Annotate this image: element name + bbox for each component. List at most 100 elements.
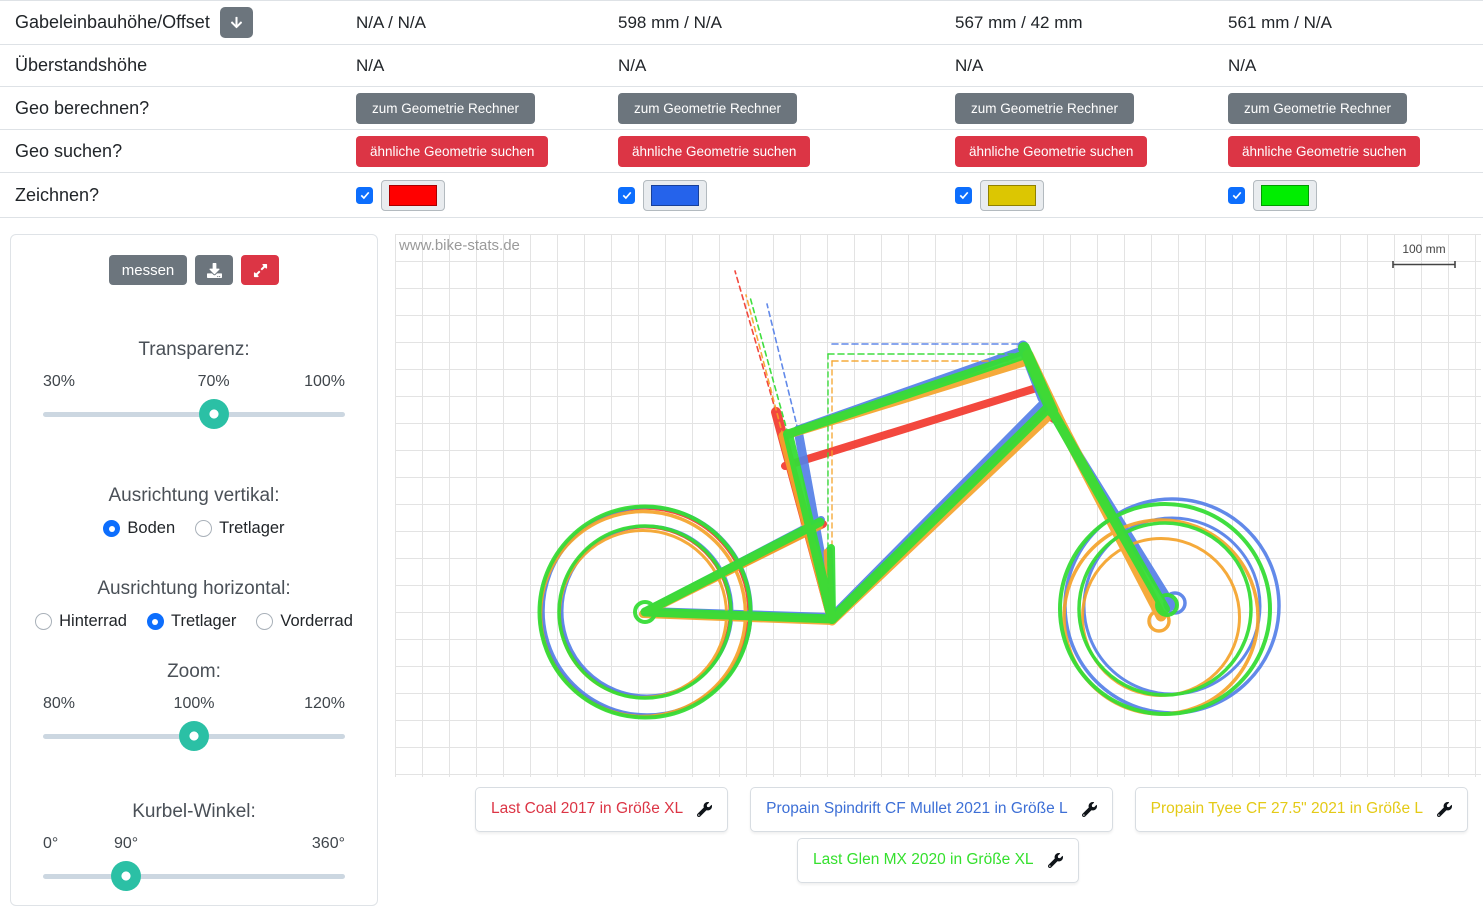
row-label-draw: Zeichnen? xyxy=(15,184,100,205)
standover-value-1: N/A xyxy=(356,55,385,75)
transparency-slider-track[interactable] xyxy=(43,399,345,429)
draw-checkbox-3[interactable] xyxy=(955,186,972,204)
radio-tretlager-v-label: Tretlager xyxy=(219,519,285,537)
bike-card-spindrift: Propain Spindrift CF Mullet 2021 in Größ… xyxy=(750,787,1113,832)
radio-option-hinterrad[interactable]: Hinterrad xyxy=(35,612,127,631)
radio-hinterrad-label: Hinterrad xyxy=(59,612,127,630)
radio-option-vorderrad[interactable]: Vorderrad xyxy=(256,612,353,631)
draw-cell-2 xyxy=(618,179,955,211)
scale-bar-icon xyxy=(1392,261,1456,268)
row-label-standover: Überstandshöhe xyxy=(15,55,148,75)
radio-boden-label: Boden xyxy=(127,519,176,537)
bike-card-glen: Last Glen MX 2020 in Größe XL xyxy=(797,838,1079,883)
expand-icon xyxy=(253,263,267,277)
wrench-icon[interactable] xyxy=(1081,801,1097,817)
crank-angle-slider-track[interactable] xyxy=(43,861,345,891)
color-swatch-button-2[interactable] xyxy=(643,179,707,211)
draw-checkbox-2[interactable] xyxy=(618,186,635,204)
zoom-slider-handle[interactable] xyxy=(179,721,209,751)
transparency-max-label: 100% xyxy=(304,373,345,390)
fork-height-value-1: N/A / N/A xyxy=(356,12,426,32)
arrow-down-icon xyxy=(230,16,242,29)
horizontal-align-radios: Hinterrad Tretlager Vorderrad xyxy=(11,612,377,631)
geo-search-button-1[interactable]: ähnliche Geometrie suchen xyxy=(356,135,549,167)
drawing-canvas[interactable]: www.bike-stats.de 100 mm xyxy=(395,234,1481,777)
wrench-icon[interactable] xyxy=(1437,801,1452,817)
color-swatch-button-4[interactable] xyxy=(1253,179,1317,211)
geo-calc-button-1[interactable]: zum Geometrie Rechner xyxy=(356,92,536,124)
bike-card-last-coal: Last Coal 2017 in Größe XL xyxy=(475,787,729,832)
crank-angle-slider-labels: 0° 90° 360° xyxy=(43,835,345,855)
slider-track-line xyxy=(43,874,345,879)
transparency-title: Transparenz: xyxy=(138,339,250,360)
check-icon xyxy=(959,191,968,200)
zoom-slider: 80% 100% 120% xyxy=(43,695,345,751)
radio-option-tretlager-v[interactable]: Tretlager xyxy=(195,519,285,538)
crank-min-label: 0° xyxy=(43,835,59,852)
row-label-fork-height: Gabeleinbauhöhe/Offset xyxy=(0,7,356,38)
color-swatch-blue xyxy=(651,184,699,206)
transparency-slider-labels: 30% 70% 100% xyxy=(43,373,345,393)
bike-labels-row-2: Last Glen MX 2020 in Größe XL xyxy=(395,838,1483,883)
fullscreen-button[interactable] xyxy=(241,255,280,285)
fork-height-value-3: 567 mm / 42 mm xyxy=(955,12,1083,32)
radio-boden[interactable] xyxy=(103,520,121,537)
bike-geometry-drawing xyxy=(537,270,1281,720)
transparency-slider: 30% 70% 100% xyxy=(43,373,345,429)
radio-hinterrad[interactable] xyxy=(35,613,53,630)
wrench-icon[interactable] xyxy=(697,801,713,817)
geo-search-button-2[interactable]: ähnliche Geometrie suchen xyxy=(618,135,811,167)
color-swatch-button-1[interactable] xyxy=(381,179,445,211)
radio-option-boden[interactable]: Boden xyxy=(103,519,175,538)
measure-button[interactable]: messen xyxy=(108,255,188,285)
row-label-text: Gabeleinbauhöhe/Offset xyxy=(15,12,210,32)
bike-card-tyee: Propain Tyee CF 27.5" 2021 in Größe L xyxy=(1134,787,1468,832)
standover-value-3: N/A xyxy=(955,55,984,75)
crank-angle-slider: 0° 90° 360° xyxy=(43,835,345,891)
row-label-geo-calc: Geo berechnen? xyxy=(15,97,150,118)
wrench-icon[interactable] xyxy=(1047,852,1063,868)
crank-max-label: 360° xyxy=(311,835,345,852)
zoom-title: Zoom: xyxy=(167,661,221,682)
fork-height-value-4: 561 mm / N/A xyxy=(1228,12,1332,32)
draw-checkbox-4[interactable] xyxy=(1228,186,1245,204)
geo-search-button-3[interactable]: ähnliche Geometrie suchen xyxy=(955,135,1148,167)
crank-angle-slider-handle[interactable] xyxy=(111,861,142,891)
crank-angle-title: Kurbel-Winkel: xyxy=(132,801,256,822)
watermark: www.bike-stats.de xyxy=(399,237,520,254)
panel-toolbar: messen xyxy=(11,255,377,285)
standover-value-2: N/A xyxy=(618,55,647,75)
radio-vorderrad[interactable] xyxy=(256,613,274,630)
radio-tretlager-h[interactable] xyxy=(146,613,164,630)
check-icon xyxy=(622,191,631,200)
vertical-align-radios: Boden Tretlager xyxy=(11,519,377,538)
row-label-geo-search: Geo suchen? xyxy=(15,140,123,161)
drawing-controls-panel: messen Transparenz: 30% 70% 100% Ausrich… xyxy=(10,234,378,906)
table-row-standover: Überstandshöhe N/A N/A N/A N/A xyxy=(0,45,1483,87)
geo-search-button-4[interactable]: ähnliche Geometrie suchen xyxy=(1228,135,1421,167)
radio-vorderrad-label: Vorderrad xyxy=(280,612,353,630)
zoom-min-label: 80% xyxy=(43,695,76,712)
color-swatch-button-3[interactable] xyxy=(980,179,1044,211)
bike-labels-row-1: Last Coal 2017 in Größe XL Propain Spind… xyxy=(395,787,1483,832)
draw-checkbox-1[interactable] xyxy=(356,186,373,204)
color-swatch-yellow xyxy=(988,184,1036,206)
geo-calc-button-2[interactable]: zum Geometrie Rechner xyxy=(618,92,798,124)
check-icon xyxy=(360,191,369,200)
table-row-fork-height: Gabeleinbauhöhe/Offset N/A / N/A 598 mm … xyxy=(0,1,1483,45)
radio-option-tretlager-h[interactable]: Tretlager xyxy=(146,612,237,631)
sort-arrow-down-button[interactable] xyxy=(219,7,253,38)
zoom-current-label: 100% xyxy=(173,695,215,712)
download-button[interactable] xyxy=(195,255,234,285)
radio-tretlager-h-label: Tretlager xyxy=(170,612,237,630)
zoom-slider-track[interactable] xyxy=(43,721,345,751)
geo-calc-button-4[interactable]: zum Geometrie Rechner xyxy=(1228,92,1408,124)
radio-tretlager-v[interactable] xyxy=(195,520,213,537)
download-icon xyxy=(206,262,222,278)
bike-name-last-coal: Last Coal 2017 in Größe XL xyxy=(491,800,684,817)
table-row-draw: Zeichnen? xyxy=(0,173,1483,218)
fork-height-value-2: 598 mm / N/A xyxy=(618,12,722,32)
geo-calc-button-3[interactable]: zum Geometrie Rechner xyxy=(955,92,1135,124)
transparency-slider-handle[interactable] xyxy=(198,399,229,429)
color-swatch-green xyxy=(1261,184,1309,206)
